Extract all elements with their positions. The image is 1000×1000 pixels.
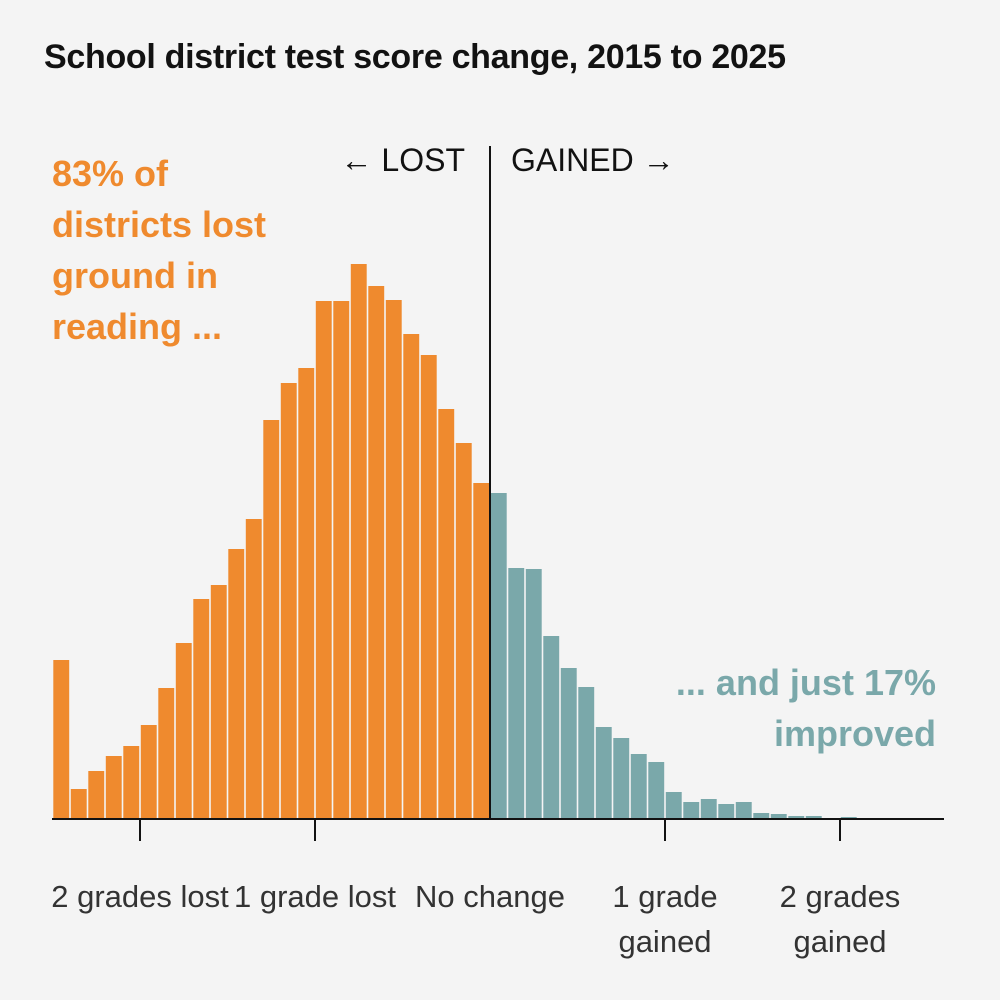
histogram-bar-lost: [473, 483, 490, 819]
histogram-bar-lost: [245, 519, 262, 819]
histogram-bar-lost: [420, 355, 437, 819]
bars-gained-group: [490, 493, 927, 819]
histogram-bar-gained: [560, 668, 577, 819]
histogram-bar-lost: [280, 383, 297, 819]
histogram-bar-gained: [613, 738, 630, 819]
histogram-bar-gained: [735, 802, 752, 819]
histogram-bar-gained: [665, 792, 682, 819]
lost-annotation: 83% of districts lost ground in reading …: [52, 153, 267, 347]
histogram-bar-gained: [753, 813, 770, 819]
histogram-bar-lost: [298, 368, 315, 819]
x-axis-tick-label: 2 grades lost: [51, 879, 229, 914]
histogram-bar-lost: [455, 443, 472, 819]
histogram-bar-gained: [490, 493, 507, 819]
histogram-bar-gained: [683, 802, 700, 819]
histogram-bar-gained: [648, 762, 665, 819]
histogram-bar-lost: [140, 725, 157, 819]
histogram-bar-gained: [805, 816, 822, 819]
histogram-bar-lost: [315, 301, 332, 819]
x-axis-ticks: [139, 819, 841, 841]
lost-direction-label: ← LOST: [340, 142, 465, 178]
gained-annotation: ... and just 17% improved: [676, 657, 936, 759]
histogram-bar-lost: [105, 756, 122, 819]
histogram-bar-gained: [578, 687, 595, 819]
gained-direction-label: GAINED →: [511, 142, 675, 178]
histogram-bar-gained: [718, 804, 735, 819]
x-axis-tick-label: 2 grades gained: [779, 879, 901, 959]
histogram-bar-gained: [543, 636, 560, 819]
x-axis-tick-label: 1 grade lost: [234, 879, 396, 914]
gained-annotation-line: ... and just 17%: [675, 662, 936, 703]
histogram-bar-lost: [70, 789, 87, 819]
chart-title: School district test score change, 2015 …: [44, 38, 786, 76]
x-axis-tick-label: No change: [415, 879, 565, 914]
histogram-bar-gained: [525, 569, 542, 819]
histogram-bar-gained: [788, 816, 805, 819]
histogram-bar-gained: [630, 754, 647, 819]
histogram-bar-lost: [123, 746, 140, 819]
histogram-bar-lost: [193, 599, 210, 819]
histogram-bar-gained: [700, 799, 717, 819]
histogram-bar-lost: [175, 643, 192, 819]
histogram-bar-lost: [350, 264, 367, 819]
histogram-bar-lost: [210, 585, 227, 819]
bars-lost-group: [53, 264, 490, 819]
histogram-bar-lost: [228, 549, 245, 819]
histogram-bar-lost: [403, 334, 420, 819]
histogram-bar-lost: [53, 660, 70, 819]
histogram-bar-lost: [368, 286, 385, 819]
histogram-bar-lost: [158, 688, 175, 819]
histogram-bar-lost: [438, 409, 455, 819]
histogram-bar-gained: [508, 568, 525, 819]
histogram-bar-gained: [595, 727, 612, 819]
histogram-bar-lost: [385, 300, 402, 819]
histogram-bar-gained: [770, 814, 787, 819]
x-axis-tick-label: 1 grade gained: [612, 879, 718, 959]
gained-annotation-line: improved: [773, 713, 936, 754]
histogram-bar-lost: [333, 301, 350, 819]
histogram-bar-lost: [263, 420, 280, 819]
histogram-bar-lost: [88, 771, 105, 819]
